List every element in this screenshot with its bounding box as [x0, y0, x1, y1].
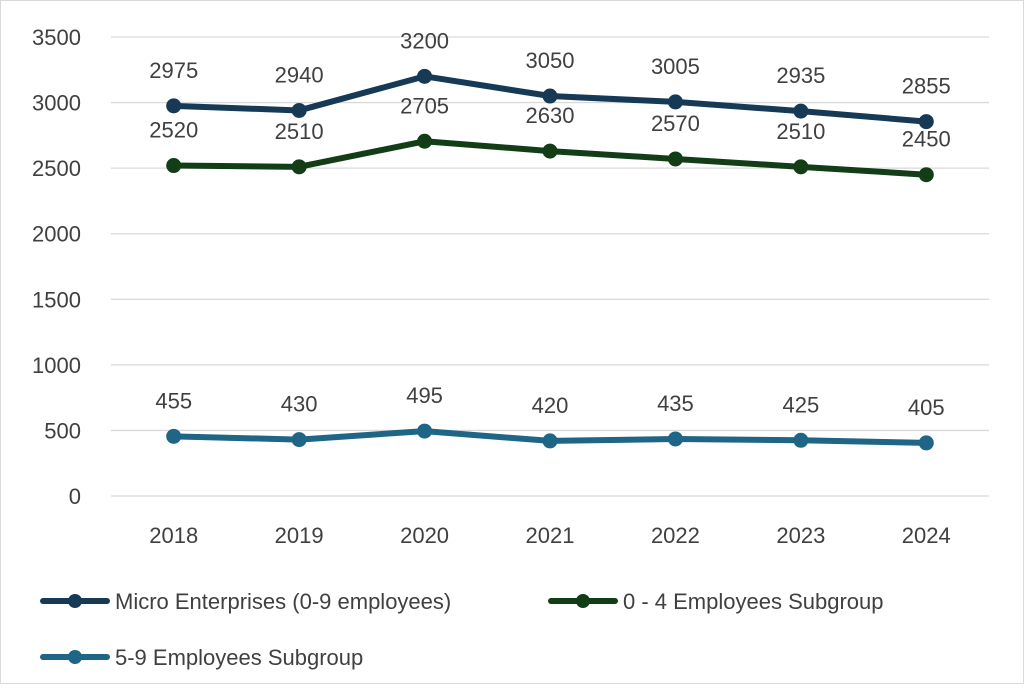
data-label: 455 — [155, 388, 192, 413]
data-point — [793, 103, 809, 119]
data-label: 2705 — [400, 93, 449, 118]
legend-label: 5-9 Employees Subgroup — [115, 645, 363, 670]
data-labels: 2975 2940 3200 3050 3005 2935 2855 2520 2510 2705… — [149, 28, 951, 420]
legend-marker — [576, 594, 590, 608]
data-label: 495 — [406, 383, 443, 408]
data-point — [667, 431, 683, 447]
data-point — [918, 435, 934, 451]
data-label: 2855 — [902, 74, 951, 99]
data-point — [417, 68, 433, 84]
x-tick-label: 2020 — [400, 523, 449, 548]
data-point — [793, 432, 809, 448]
legend-label: 0 - 4 Employees Subgroup — [623, 589, 884, 614]
data-label: 2570 — [651, 111, 700, 136]
data-point — [667, 151, 683, 167]
x-tick-label: 2018 — [149, 523, 198, 548]
y-tick-label: 2500 — [32, 156, 81, 181]
data-label: 420 — [532, 393, 569, 418]
y-tick-label: 1000 — [32, 353, 81, 378]
data-point — [542, 433, 558, 449]
y-axis-ticks: 0 500 1000 1500 2000 2500 3000 3500 — [32, 25, 81, 509]
y-tick-label: 1500 — [32, 287, 81, 312]
y-tick-label: 0 — [69, 484, 81, 509]
y-tick-label: 2000 — [32, 222, 81, 247]
data-point — [291, 159, 307, 175]
data-point — [417, 133, 433, 149]
data-label: 2630 — [526, 103, 575, 128]
legend-marker — [68, 594, 82, 608]
x-axis-ticks: 2018 2019 2020 2021 2022 2023 2024 — [149, 523, 951, 548]
x-tick-label: 2022 — [651, 523, 700, 548]
data-point — [417, 423, 433, 439]
data-label: 2510 — [275, 119, 324, 144]
data-point — [918, 114, 934, 130]
data-point — [166, 158, 182, 174]
data-label: 2510 — [776, 119, 825, 144]
data-point — [542, 143, 558, 159]
data-point — [542, 88, 558, 104]
data-label: 3005 — [651, 54, 700, 79]
x-tick-label: 2023 — [776, 523, 825, 548]
y-tick-label: 3000 — [32, 91, 81, 116]
data-label: 2975 — [149, 58, 198, 83]
data-point — [291, 432, 307, 448]
x-tick-label: 2019 — [275, 523, 324, 548]
data-label: 425 — [782, 392, 819, 417]
legend-marker — [68, 650, 82, 664]
data-point — [291, 102, 307, 118]
legend-label: Micro Enterprises (0-9 employees) — [115, 589, 451, 614]
data-point — [166, 428, 182, 444]
data-label: 435 — [657, 391, 694, 416]
data-label: 3200 — [400, 28, 449, 53]
x-tick-label: 2021 — [526, 523, 575, 548]
data-point — [793, 159, 809, 175]
data-label: 2940 — [275, 62, 324, 87]
data-label: 2520 — [149, 118, 198, 143]
data-point — [667, 94, 683, 110]
y-tick-label: 3500 — [32, 25, 81, 50]
series-markers — [166, 68, 934, 451]
data-label: 2935 — [776, 63, 825, 88]
y-tick-label: 500 — [44, 418, 81, 443]
x-tick-label: 2024 — [902, 523, 951, 548]
data-label: 430 — [281, 392, 318, 417]
data-label: 2450 — [902, 127, 951, 152]
legend: Micro Enterprises (0-9 employees) 0 - 4 E… — [40, 589, 884, 670]
data-label: 3050 — [526, 48, 575, 73]
data-label: 405 — [908, 395, 945, 420]
data-point — [166, 98, 182, 114]
data-point — [918, 167, 934, 183]
